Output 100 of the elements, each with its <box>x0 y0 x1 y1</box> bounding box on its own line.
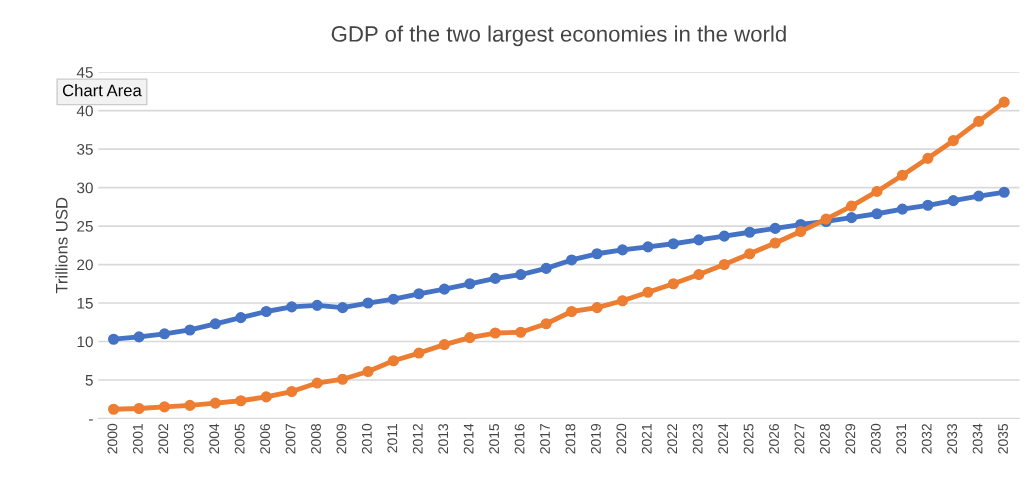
point <box>108 333 120 345</box>
point <box>108 403 120 415</box>
y-tick-label: 15 <box>77 298 93 309</box>
point <box>286 385 298 398</box>
point <box>591 302 603 314</box>
x-tick-label: 2017 <box>540 424 550 454</box>
x-tick-label: 2032 <box>921 424 932 454</box>
x-tick-label: 2033 <box>947 423 958 454</box>
y-tick-label: - <box>89 419 93 421</box>
point <box>133 402 145 415</box>
point <box>438 339 450 351</box>
x-tick-label: 2014 <box>463 423 474 454</box>
point <box>184 324 196 336</box>
point <box>464 332 476 344</box>
x-tick-label: 2010 <box>361 423 372 454</box>
point <box>260 391 272 403</box>
y-axis-title: Trillions USD <box>55 197 68 294</box>
point <box>158 401 171 413</box>
point <box>489 327 501 339</box>
y-tick-label: 20 <box>77 259 93 271</box>
point <box>286 301 298 313</box>
point <box>387 293 400 305</box>
point <box>311 299 323 311</box>
x-tick-label: 2007 <box>285 424 296 454</box>
point <box>209 318 221 330</box>
point <box>718 230 730 242</box>
point <box>337 302 349 314</box>
point <box>387 355 400 367</box>
x-tick-label: 2013 <box>438 423 449 454</box>
point <box>947 135 959 147</box>
x-tick-label: 2003 <box>183 423 194 454</box>
point <box>515 268 527 281</box>
point <box>235 312 247 324</box>
annotation: Chart Area <box>62 84 142 97</box>
x-tick-label: 2023 <box>692 423 703 454</box>
x-tick-label: 2000 <box>107 423 118 454</box>
chart-title: GDP of the two largest economies in the world <box>331 25 786 47</box>
point <box>362 297 374 309</box>
point <box>464 278 476 290</box>
x-tick-label: 2015 <box>489 423 500 454</box>
point <box>667 278 679 290</box>
point <box>642 241 654 253</box>
y-tick-label: 30 <box>77 182 93 194</box>
point <box>540 262 552 274</box>
x-tick-label: 2020 <box>616 423 627 454</box>
y-tick-label: 35 <box>77 143 93 155</box>
point <box>896 169 908 181</box>
point <box>896 203 908 215</box>
point <box>947 195 959 207</box>
y-tick-label: 5 <box>85 375 93 386</box>
x-tick-label: 2035 <box>998 423 1008 454</box>
x-tick-label: 2004 <box>209 423 220 454</box>
point <box>438 283 450 295</box>
x-tick-label: 2009 <box>336 423 347 454</box>
x-tick-label: 2011 <box>387 424 398 453</box>
point <box>209 397 221 409</box>
point <box>566 254 578 266</box>
point <box>133 331 145 343</box>
point <box>489 272 501 284</box>
point <box>718 258 730 271</box>
point <box>769 237 781 249</box>
point <box>311 377 323 389</box>
x-tick-label: 2016 <box>514 423 525 454</box>
y-tick-label: 40 <box>76 105 93 117</box>
point <box>184 399 196 411</box>
point <box>769 222 781 234</box>
point <box>693 268 705 281</box>
x-tick-label: 2002 <box>158 424 169 454</box>
x-tick-label: 2005 <box>234 423 245 454</box>
x-tick-label: 2001 <box>132 424 143 454</box>
point <box>337 373 349 385</box>
x-tick-label: 2024 <box>718 423 729 454</box>
point <box>998 96 1010 108</box>
x-tick-label: 2030 <box>870 423 881 454</box>
point <box>413 347 425 359</box>
point <box>642 286 654 298</box>
x-tick-label: 2019 <box>590 423 601 454</box>
x-tick-label: 2029 <box>845 423 856 454</box>
x-tick-label: 2022 <box>667 424 678 454</box>
point <box>871 185 883 197</box>
y-tick-label: 10 <box>77 336 93 348</box>
y-tick-label: 45 <box>76 67 93 78</box>
x-tick-label: 2034 <box>972 423 983 454</box>
x-tick-label: 2027 <box>794 424 805 454</box>
x-tick-label: 2006 <box>260 423 270 454</box>
point <box>413 288 425 300</box>
point <box>744 248 756 260</box>
x-tick-label: 2026 <box>769 423 779 454</box>
point <box>693 234 705 246</box>
point <box>515 326 527 338</box>
point <box>973 190 985 202</box>
x-tick-label: 2028 <box>819 423 830 454</box>
x-tick-label: 2018 <box>565 423 576 454</box>
x-tick-label: 2025 <box>743 423 754 454</box>
y-tick-label: 25 <box>77 220 93 232</box>
point <box>871 208 883 220</box>
point <box>566 305 578 318</box>
x-tick-label: 2021 <box>641 424 652 454</box>
x-tick-label: 2008 <box>311 423 321 454</box>
point <box>795 225 807 238</box>
